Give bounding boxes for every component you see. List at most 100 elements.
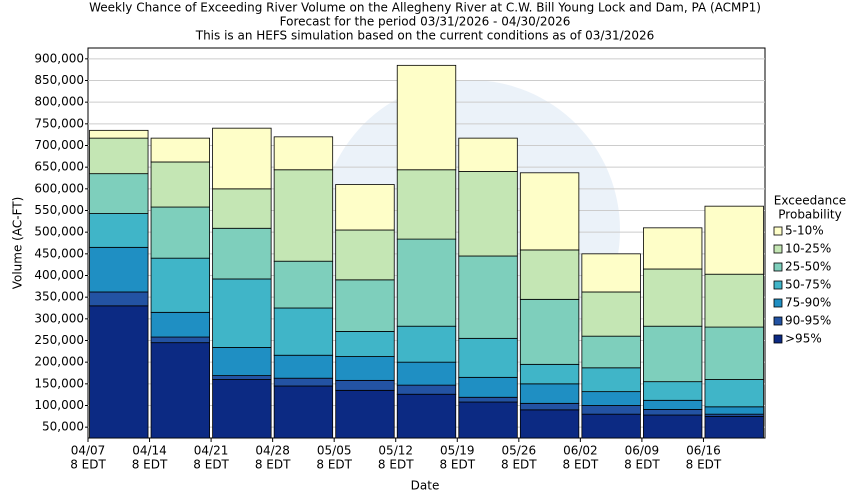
bar-segment <box>89 213 149 248</box>
bar-segment <box>581 413 641 439</box>
x-tick-label: 04/14 <box>132 444 167 458</box>
x-tick-label: 06/16 <box>686 444 721 458</box>
x-tick-label: 05/26 <box>502 444 537 458</box>
x-tick-label: 8 EDT <box>439 458 475 472</box>
bar-segment <box>150 137 210 163</box>
bar-segment <box>273 260 334 309</box>
bar-segment <box>458 401 518 439</box>
x-tick-label: 04/28 <box>255 444 290 458</box>
bar-segment <box>396 325 457 363</box>
bar-segment <box>643 381 703 401</box>
bar-segment <box>89 291 149 307</box>
legend-label: 10-25% <box>785 242 831 256</box>
x-tick-label: 8 EDT <box>563 458 599 472</box>
bar-segment <box>458 396 518 403</box>
legend-label: 50-75% <box>785 278 831 292</box>
chart-subtitle: Forecast for the period 03/31/2026 - 04/… <box>280 15 571 29</box>
bar-segment <box>212 379 272 439</box>
bar-segment <box>643 227 703 270</box>
y-tick-label: 550,000 <box>34 203 84 217</box>
bar-segment <box>581 335 641 369</box>
bar-segment <box>89 137 149 175</box>
bar-segment <box>212 188 272 229</box>
bar-segment <box>519 409 580 439</box>
bar-segment <box>335 389 395 439</box>
bar-segment <box>273 169 334 262</box>
bar-segment <box>581 405 641 415</box>
bar-segment <box>273 385 334 439</box>
bar-segment <box>581 367 641 393</box>
legend-swatch <box>773 280 783 290</box>
bar-segment <box>396 238 457 327</box>
y-tick-label: 700,000 <box>34 138 84 152</box>
bar-segment <box>150 161 210 208</box>
bar-segment <box>335 279 395 332</box>
y-tick-label: 350,000 <box>34 290 84 304</box>
bar-segment <box>581 391 641 406</box>
x-tick-label: 05/12 <box>378 444 413 458</box>
y-tick-label: 850,000 <box>34 73 84 87</box>
bar-segment <box>458 337 518 378</box>
x-tick-label: 8 EDT <box>70 458 106 472</box>
bar-segment <box>89 305 149 439</box>
bar-segment <box>519 402 580 411</box>
bar-segment <box>150 206 210 259</box>
y-tick-label: 900,000 <box>34 51 84 65</box>
x-tick-label: 04/21 <box>194 444 229 458</box>
bar-segment <box>273 377 334 387</box>
bar-segment <box>458 255 518 339</box>
y-tick-label: 150,000 <box>34 376 84 390</box>
legend-label: 5-10% <box>785 224 824 238</box>
bar-segment <box>150 336 210 344</box>
legend-label: 75-90% <box>785 296 831 310</box>
x-tick-label: 05/05 <box>317 444 352 458</box>
y-tick-label: 800,000 <box>34 95 84 109</box>
bar-segment <box>273 307 334 356</box>
legend-label: 25-50% <box>785 260 831 274</box>
y-tick-label: 600,000 <box>34 181 84 195</box>
y-tick-label: 100,000 <box>34 398 84 412</box>
bar-segment <box>704 406 764 415</box>
legend-swatch <box>773 316 783 326</box>
legend-label: >95% <box>785 332 822 346</box>
y-tick-label: 450,000 <box>34 246 84 260</box>
x-tick-label: 8 EDT <box>193 458 229 472</box>
legend-title: Exceedance <box>774 194 846 208</box>
x-tick-label: 05/19 <box>440 444 475 458</box>
legend-swatch <box>773 298 783 308</box>
y-axis-label: Volume (AC-FT) <box>11 197 25 290</box>
bar-segment <box>643 414 703 439</box>
bar-segment <box>212 127 272 190</box>
y-tick-label: 650,000 <box>34 160 84 174</box>
x-tick-label: 8 EDT <box>378 458 414 472</box>
bar-segment <box>519 172 580 251</box>
legend-title: Probability <box>778 208 841 222</box>
bar-segment <box>643 325 703 383</box>
bar-segment <box>643 408 703 416</box>
legend-swatch <box>773 244 783 254</box>
legend-label: 90-95% <box>785 314 831 328</box>
bar-segment <box>704 326 764 380</box>
y-tick-label: 50,000 <box>42 420 84 434</box>
y-tick-label: 300,000 <box>34 311 84 325</box>
bar-segment <box>643 399 703 410</box>
bar-segment <box>212 375 272 380</box>
y-tick-label: 400,000 <box>34 268 84 282</box>
bar-segment <box>89 246 149 293</box>
legend-swatch <box>773 226 783 236</box>
bar-segment <box>519 383 580 404</box>
bar-segment <box>335 229 395 281</box>
bar-segment <box>335 356 395 381</box>
y-tick-label: 200,000 <box>34 355 84 369</box>
bar-segment <box>704 205 764 275</box>
bar-segment <box>396 384 457 395</box>
bar-segment <box>273 354 334 379</box>
bar-segment <box>335 330 395 357</box>
x-tick-label: 8 EDT <box>624 458 660 472</box>
bar-segment <box>581 291 641 337</box>
bar-segment <box>458 171 518 257</box>
bar-segment <box>89 173 149 214</box>
bar-segment <box>458 137 518 172</box>
chart-subtitle: This is an HEFS simulation based on the … <box>195 29 655 43</box>
